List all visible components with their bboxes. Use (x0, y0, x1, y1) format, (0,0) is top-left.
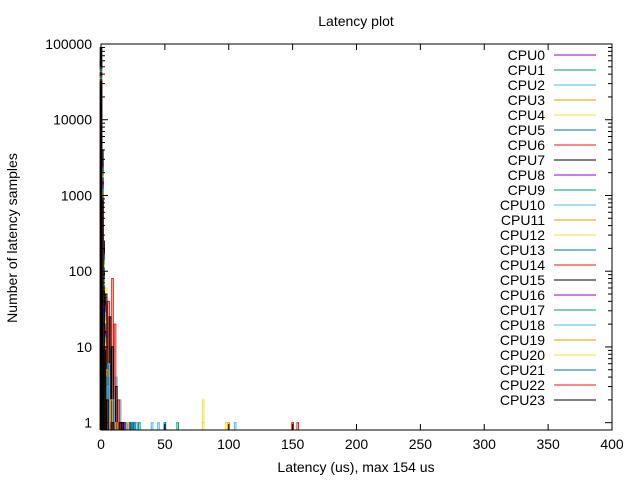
x-tick-label-7: 350 (536, 436, 560, 452)
legend-label-cpu19: CPU19 (500, 332, 545, 348)
y-tick-label-5: 100000 (45, 36, 92, 52)
x-tick-label-6: 300 (473, 436, 497, 452)
x-tick-label-4: 200 (345, 436, 369, 452)
series-line-cpu3 (99, 67, 294, 431)
legend-label-cpu3: CPU3 (508, 92, 546, 108)
legend-label-cpu4: CPU4 (508, 107, 546, 123)
legend-label-cpu20: CPU20 (500, 347, 545, 363)
legend: CPU0CPU1CPU2CPU3CPU4CPU5CPU6CPU7CPU8CPU9… (500, 47, 596, 408)
x-tick-label-0: 0 (97, 436, 105, 452)
y-tick-label-4: 10000 (53, 112, 92, 128)
legend-label-cpu2: CPU2 (508, 77, 546, 93)
legend-label-cpu16: CPU16 (500, 287, 545, 303)
y-tick-label-2: 100 (69, 263, 93, 279)
x-tick-label-5: 250 (409, 436, 433, 452)
series-line-cpu2 (99, 66, 237, 431)
legend-label-cpu11: CPU11 (501, 212, 545, 228)
y-tick-label-1: 10 (76, 339, 92, 355)
x-tick-label-3: 150 (281, 436, 305, 452)
x-axis-label: Latency (us), max 154 us (277, 459, 434, 475)
legend-label-cpu15: CPU15 (500, 272, 545, 288)
legend-label-cpu22: CPU22 (500, 377, 545, 393)
series-line-cpu4 (99, 69, 228, 431)
legend-label-cpu14: CPU14 (500, 257, 545, 273)
legend-label-cpu6: CPU6 (508, 137, 546, 153)
y-axis-ticks: 1 10 100 1000 10000 100000 (45, 36, 612, 431)
x-tick-label-1: 50 (157, 436, 173, 452)
chart-title: Latency plot (318, 13, 394, 29)
legend-label-cpu1: CPU1 (508, 62, 546, 78)
y-tick-label-3: 1000 (61, 187, 92, 203)
legend-label-cpu9: CPU9 (508, 182, 546, 198)
legend-label-cpu12: CPU12 (500, 227, 545, 243)
x-tick-label-2: 100 (217, 436, 241, 452)
legend-label-cpu8: CPU8 (508, 167, 546, 183)
y-tick-label-0: 1 (84, 415, 92, 431)
legend-label-cpu21: CPU21 (500, 362, 545, 378)
series-line-cpu6 (99, 65, 300, 431)
legend-label-cpu17: CPU17 (500, 302, 545, 318)
x-tick-label-8: 400 (600, 436, 624, 452)
legend-label-cpu7: CPU7 (508, 152, 546, 168)
legend-label-cpu23: CPU23 (500, 392, 545, 408)
plot-lines (99, 46, 300, 431)
legend-label-cpu0: CPU0 (508, 47, 546, 63)
legend-label-cpu13: CPU13 (500, 242, 545, 258)
y-axis-label: Number of latency samples (4, 153, 20, 323)
legend-label-cpu5: CPU5 (508, 122, 546, 138)
legend-label-cpu10: CPU10 (500, 197, 545, 213)
legend-label-cpu18: CPU18 (500, 317, 545, 333)
